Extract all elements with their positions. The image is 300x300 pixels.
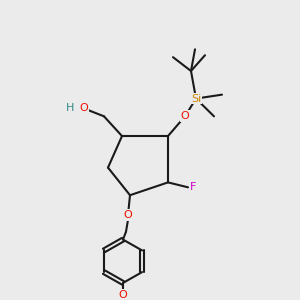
- Text: O: O: [124, 210, 132, 220]
- Text: Si: Si: [191, 94, 201, 103]
- Text: O: O: [118, 290, 127, 300]
- Text: O: O: [181, 111, 189, 121]
- Text: F: F: [190, 182, 196, 192]
- Text: H: H: [66, 103, 74, 113]
- Text: O: O: [80, 103, 88, 113]
